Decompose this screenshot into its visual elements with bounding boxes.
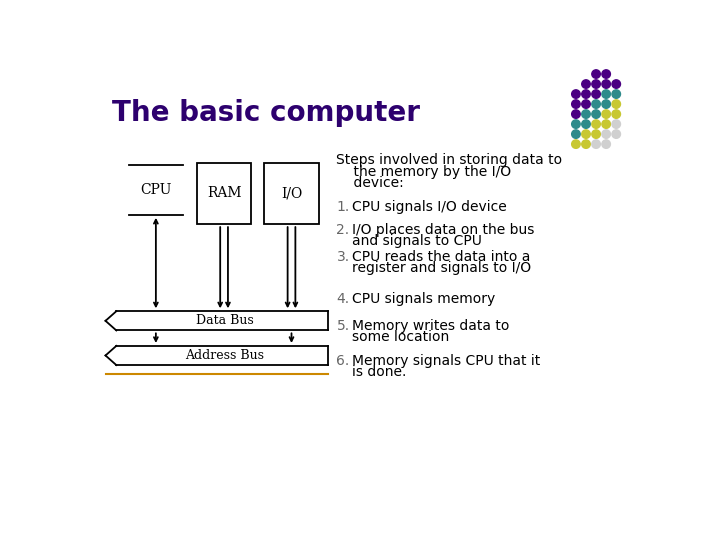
Text: 4.: 4. xyxy=(336,292,350,306)
Circle shape xyxy=(592,140,600,149)
Text: Memory signals CPU that it: Memory signals CPU that it xyxy=(352,354,540,368)
Circle shape xyxy=(572,120,580,129)
Circle shape xyxy=(602,140,611,149)
Text: 5.: 5. xyxy=(336,319,350,333)
Circle shape xyxy=(592,90,600,98)
Text: CPU: CPU xyxy=(140,183,171,197)
Text: Steps involved in storing data to: Steps involved in storing data to xyxy=(336,153,562,167)
Circle shape xyxy=(612,130,621,138)
Text: 6.: 6. xyxy=(336,354,350,368)
Text: I/O places data on the bus: I/O places data on the bus xyxy=(352,222,534,237)
Circle shape xyxy=(612,90,621,98)
Text: CPU signals memory: CPU signals memory xyxy=(352,292,495,306)
Circle shape xyxy=(572,140,580,149)
Circle shape xyxy=(582,110,590,118)
Circle shape xyxy=(602,100,611,109)
Circle shape xyxy=(582,130,590,138)
Circle shape xyxy=(572,130,580,138)
Circle shape xyxy=(582,140,590,149)
Circle shape xyxy=(592,70,600,78)
Bar xyxy=(197,163,251,224)
Text: 1.: 1. xyxy=(336,200,350,213)
Bar xyxy=(264,163,319,224)
Circle shape xyxy=(572,100,580,109)
Circle shape xyxy=(582,120,590,129)
Circle shape xyxy=(612,120,621,129)
Circle shape xyxy=(612,110,621,118)
Circle shape xyxy=(592,110,600,118)
Text: some location: some location xyxy=(352,330,449,345)
Circle shape xyxy=(572,110,580,118)
Circle shape xyxy=(602,70,611,78)
Text: 2.: 2. xyxy=(336,222,350,237)
Circle shape xyxy=(612,100,621,109)
Text: RAM: RAM xyxy=(207,186,241,200)
Circle shape xyxy=(592,120,600,129)
Circle shape xyxy=(582,100,590,109)
Circle shape xyxy=(602,120,611,129)
Circle shape xyxy=(592,100,600,109)
Circle shape xyxy=(592,80,600,88)
Circle shape xyxy=(582,90,590,98)
Text: Memory writes data to: Memory writes data to xyxy=(352,319,509,333)
Text: the memory by the I/O: the memory by the I/O xyxy=(336,165,512,179)
Circle shape xyxy=(582,80,590,88)
Circle shape xyxy=(612,80,621,88)
Text: Data Bus: Data Bus xyxy=(196,314,253,327)
Text: 3.: 3. xyxy=(336,249,350,264)
Circle shape xyxy=(602,130,611,138)
Text: device:: device: xyxy=(336,177,404,191)
Circle shape xyxy=(602,110,611,118)
Text: Address Bus: Address Bus xyxy=(185,349,264,362)
Circle shape xyxy=(602,90,611,98)
Text: CPU signals I/O device: CPU signals I/O device xyxy=(352,200,507,213)
Text: The basic computer: The basic computer xyxy=(112,98,420,126)
Text: and signals to CPU: and signals to CPU xyxy=(352,234,482,248)
Text: CPU reads the data into a: CPU reads the data into a xyxy=(352,249,531,264)
Text: register and signals to I/O: register and signals to I/O xyxy=(352,261,531,275)
Text: I/O: I/O xyxy=(281,186,302,200)
Text: is done.: is done. xyxy=(352,365,406,379)
Circle shape xyxy=(602,80,611,88)
Circle shape xyxy=(572,90,580,98)
Circle shape xyxy=(592,130,600,138)
